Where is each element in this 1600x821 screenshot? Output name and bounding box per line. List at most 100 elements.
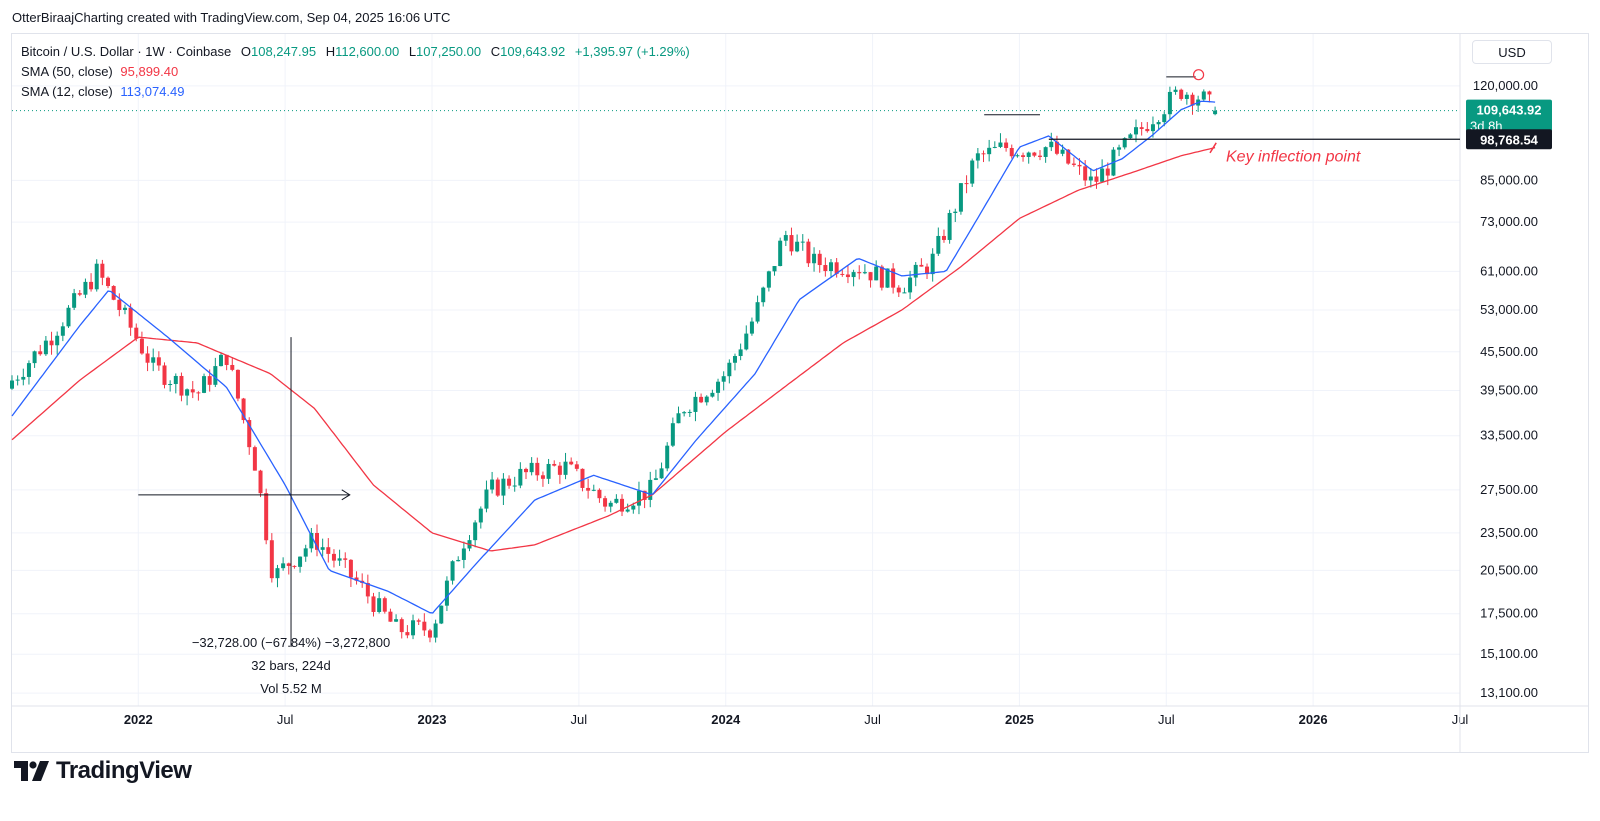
candle-down[interactable] — [405, 632, 410, 636]
tradingview-logo[interactable]: TradingView — [14, 757, 192, 784]
candle-down[interactable] — [1054, 141, 1059, 154]
candle-up[interactable] — [1213, 110, 1218, 115]
candle-down[interactable] — [1139, 127, 1144, 129]
candle-down[interactable] — [252, 447, 257, 471]
candle-down[interactable] — [823, 265, 828, 272]
candle-up[interactable] — [433, 623, 438, 638]
candle-up[interactable] — [1184, 94, 1189, 99]
candle-up[interactable] — [1128, 134, 1133, 139]
candle-up[interactable] — [800, 241, 805, 243]
candle-up[interactable] — [1173, 89, 1178, 92]
candle-up[interactable] — [908, 277, 913, 293]
candle-up[interactable] — [676, 413, 681, 424]
candle-up[interactable] — [885, 268, 890, 288]
candle-up[interactable] — [851, 272, 856, 278]
candle-up[interactable] — [563, 461, 568, 475]
candle-down[interactable] — [699, 396, 704, 403]
candle-down[interactable] — [642, 490, 647, 500]
candle-down[interactable] — [427, 630, 432, 638]
candle-up[interactable] — [1156, 122, 1161, 125]
candle-down[interactable] — [111, 286, 116, 300]
candle-up[interactable] — [721, 376, 726, 382]
candle-up[interactable] — [772, 266, 777, 272]
candle-up[interactable] — [60, 326, 65, 336]
candle-up[interactable] — [862, 272, 867, 274]
candle-up[interactable] — [518, 468, 523, 486]
candle-up[interactable] — [151, 357, 156, 363]
candle-up[interactable] — [704, 396, 709, 403]
candle-down[interactable] — [117, 299, 122, 310]
candle-down[interactable] — [235, 369, 240, 399]
candle-down[interactable] — [919, 264, 924, 267]
candle-down[interactable] — [1207, 91, 1212, 95]
candle-down[interactable] — [620, 498, 625, 512]
candle-up[interactable] — [1015, 155, 1020, 157]
candle-up[interactable] — [66, 307, 71, 327]
candle-down[interactable] — [382, 598, 387, 612]
candle-down[interactable] — [879, 266, 884, 288]
candle-up[interactable] — [998, 142, 1003, 147]
candle-down[interactable] — [38, 351, 43, 355]
candle-down[interactable] — [422, 621, 427, 631]
candle-down[interactable] — [569, 461, 574, 465]
candle-up[interactable] — [947, 212, 952, 240]
candle-down[interactable] — [597, 489, 602, 499]
candle-up[interactable] — [15, 379, 20, 381]
candle-up[interactable] — [958, 183, 963, 212]
candle-down[interactable] — [128, 307, 133, 328]
candle-up[interactable] — [744, 333, 749, 350]
candle-up[interactable] — [1049, 141, 1054, 148]
candle-down[interactable] — [1179, 89, 1184, 99]
candle-up[interactable] — [795, 241, 800, 252]
candle-down[interactable] — [1037, 155, 1042, 157]
candle-up[interactable] — [377, 598, 382, 612]
candle-down[interactable] — [179, 375, 184, 396]
candle-down[interactable] — [495, 479, 500, 496]
candle-up[interactable] — [168, 384, 173, 386]
candle-up[interactable] — [1167, 91, 1172, 115]
candle-down[interactable] — [507, 478, 512, 486]
candle-down[interactable] — [806, 241, 811, 264]
candle-up[interactable] — [309, 533, 314, 549]
candle-up[interactable] — [473, 522, 478, 541]
candle-down[interactable] — [89, 281, 94, 290]
candle-up[interactable] — [122, 307, 127, 310]
candle-down[interactable] — [371, 596, 376, 612]
candle-up[interactable] — [1088, 176, 1093, 181]
candle-up[interactable] — [275, 568, 280, 579]
candle-down[interactable] — [230, 364, 235, 370]
candle-up[interactable] — [670, 423, 675, 446]
candle-down[interactable] — [292, 565, 297, 567]
candle-down[interactable] — [840, 273, 845, 275]
candle-down[interactable] — [834, 262, 839, 274]
candle-up[interactable] — [987, 147, 992, 155]
candle-down[interactable] — [416, 620, 421, 622]
candle-down[interactable] — [1021, 155, 1026, 157]
candle-up[interactable] — [874, 266, 879, 281]
candle-up[interactable] — [320, 547, 325, 550]
candle-up[interactable] — [185, 389, 190, 396]
candle-up[interactable] — [1134, 127, 1139, 135]
sma50-row[interactable]: SMA (50, close) 95,899.40 — [21, 62, 690, 82]
candle-down[interactable] — [941, 235, 946, 240]
candle-up[interactable] — [930, 253, 935, 275]
candle-down[interactable] — [207, 376, 212, 385]
candle-up[interactable] — [444, 580, 449, 606]
candle-up[interactable] — [1043, 147, 1048, 157]
candle-down[interactable] — [315, 533, 320, 550]
candle-down[interactable] — [286, 563, 291, 566]
candle-down[interactable] — [1009, 148, 1014, 157]
candle-up[interactable] — [1060, 149, 1065, 154]
candle-up[interactable] — [975, 153, 980, 161]
candle-up[interactable] — [1100, 168, 1105, 182]
candle-down[interactable] — [134, 327, 139, 339]
candle-up[interactable] — [812, 253, 817, 264]
candle-up[interactable] — [653, 478, 658, 480]
last-price-tag[interactable] — [1466, 99, 1552, 136]
candle-down[interactable] — [603, 498, 608, 507]
candle-up[interactable] — [648, 479, 653, 500]
candle-down[interactable] — [365, 582, 370, 597]
candle-up[interactable] — [902, 292, 907, 294]
candle-up[interactable] — [456, 559, 461, 562]
candle-up[interactable] — [631, 505, 636, 510]
